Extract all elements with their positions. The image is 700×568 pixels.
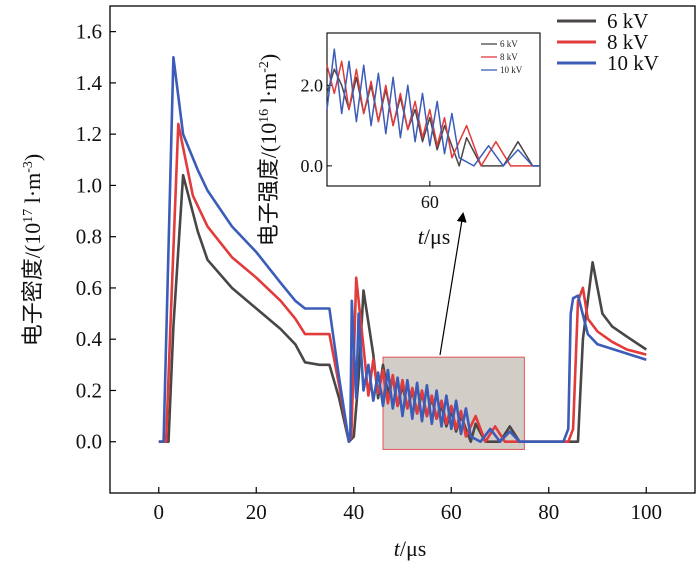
- inset-legend-label-6-kv: 6 kV: [500, 39, 518, 49]
- inset-y-axis-title: 电子强度/(1016 l·m-2): [256, 54, 281, 247]
- x-tick-label: 0: [154, 500, 165, 524]
- x-tick-label: 20: [246, 500, 267, 524]
- y-tick-label: 1.4: [76, 71, 103, 95]
- y-tick-label: 1.6: [76, 20, 102, 44]
- x-tick-label: 80: [538, 500, 559, 524]
- legend-label-10-kv: 10 kV: [607, 51, 659, 75]
- legend-label-6-kv: 6 kV: [607, 9, 648, 33]
- zoom-arrow: [439, 212, 467, 356]
- y-tick-label: 1.0: [76, 173, 102, 197]
- y-tick-label: 0.4: [76, 327, 103, 351]
- plot-frame: [109, 5, 696, 494]
- series-line-10-kv: [158, 56, 647, 443]
- inset-y-tick-label: 0.0: [301, 156, 324, 176]
- inset-series-line-6-kv: [326, 68, 540, 167]
- inset-legend-label-10-kv: 10 kV: [500, 65, 523, 75]
- main-axes: 0 20 40 60 80 100 0.0 0.2 0.4 0.6 0.8 1.0 1.2 1.4 1.6: [76, 20, 662, 524]
- inset-x-axis-title: t/μs: [418, 224, 451, 249]
- x-axis-title: t/μs: [394, 536, 427, 561]
- x-tick-label: 100: [631, 500, 663, 524]
- inset-series-line-8-kv: [326, 60, 540, 167]
- inset-y-tick-label: 2.0: [301, 75, 324, 95]
- inset-x-tick-label: 60: [421, 192, 439, 212]
- y-tick-label: 0.6: [76, 276, 102, 300]
- x-tick-label: 40: [343, 500, 364, 524]
- x-tick-label: 60: [441, 500, 462, 524]
- legend-label-8-kv: 8 kV: [607, 30, 648, 54]
- y-tick-label: 0.8: [76, 225, 102, 249]
- inset-series-line-10-kv: [326, 48, 540, 167]
- y-tick-label: 0.2: [76, 378, 102, 402]
- inset-chart: 60 0.0 2.0 6 kV 8 kV 10 kV t/μs 电子强度/(1016 l·m-…: [256, 32, 541, 249]
- inset-legend-label-8-kv: 8 kV: [500, 52, 518, 62]
- y-axis-title: 电子密度/(1017 l·m-3): [20, 154, 45, 347]
- y-tick-label: 1.2: [76, 122, 102, 146]
- y-tick-label: 0.0: [76, 430, 102, 454]
